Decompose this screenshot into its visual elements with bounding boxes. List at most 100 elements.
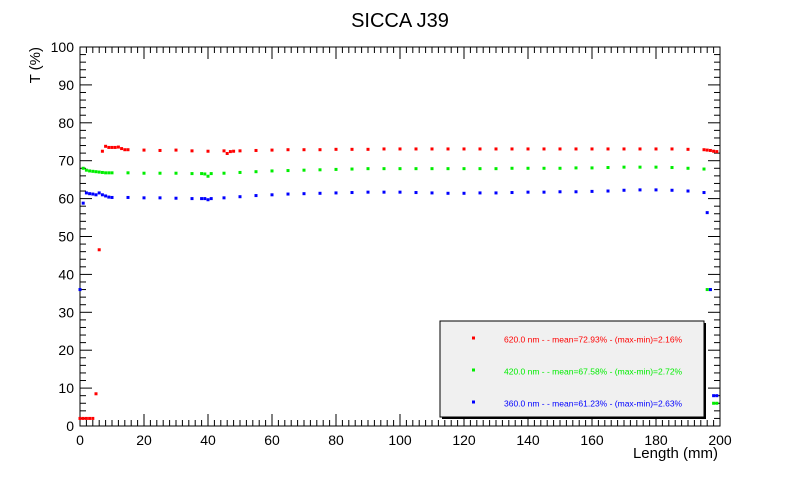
data-point xyxy=(558,147,562,151)
data-point xyxy=(222,149,226,153)
data-point xyxy=(97,248,101,252)
data-point xyxy=(88,416,92,420)
data-point xyxy=(590,147,594,151)
data-point xyxy=(206,174,210,178)
data-point xyxy=(107,195,111,199)
data-point xyxy=(286,148,290,152)
data-point xyxy=(107,171,111,175)
data-point xyxy=(110,195,114,199)
data-point xyxy=(478,191,482,195)
data-point xyxy=(334,147,338,151)
data-point xyxy=(84,416,88,420)
data-point xyxy=(203,172,207,176)
data-point xyxy=(670,188,674,192)
data-point xyxy=(708,148,712,152)
data-point xyxy=(478,167,482,171)
data-point xyxy=(670,166,674,170)
data-point xyxy=(206,198,210,202)
data-point xyxy=(350,167,354,171)
data-point xyxy=(366,147,370,151)
legend: 620.0 nm - - mean=72.93% - (max-min)=2.1… xyxy=(439,320,706,419)
data-point xyxy=(446,191,450,195)
y-axis-label: T (%) xyxy=(27,47,44,83)
legend-marker xyxy=(472,400,475,404)
data-point xyxy=(574,166,578,170)
data-point xyxy=(206,149,210,153)
data-point xyxy=(302,148,306,152)
data-point xyxy=(702,167,706,171)
x-tick-label: 100 xyxy=(388,432,412,448)
data-point xyxy=(366,190,370,194)
data-point xyxy=(84,191,88,195)
data-point xyxy=(715,394,719,398)
data-point xyxy=(430,167,434,171)
data-point xyxy=(222,196,226,200)
data-point xyxy=(174,196,178,200)
data-point xyxy=(382,167,386,171)
data-point xyxy=(462,191,466,195)
data-point xyxy=(686,189,690,193)
data-point xyxy=(158,171,162,175)
chart-title: SICCA J39 xyxy=(351,10,449,32)
data-point xyxy=(126,171,130,175)
legend-box xyxy=(439,320,705,418)
data-point xyxy=(110,145,114,149)
data-point xyxy=(414,191,418,195)
data-point xyxy=(318,191,322,195)
data-point xyxy=(123,148,127,152)
data-point xyxy=(88,192,92,196)
x-tick-label: 160 xyxy=(580,432,604,448)
data-point xyxy=(126,195,130,199)
data-point xyxy=(174,148,178,152)
data-point xyxy=(712,394,716,398)
data-point xyxy=(622,165,626,169)
data-point xyxy=(200,172,204,176)
x-tick-label: 180 xyxy=(644,432,668,448)
data-point xyxy=(712,149,716,153)
data-point xyxy=(494,147,498,151)
data-point xyxy=(510,191,514,195)
data-point xyxy=(81,416,85,420)
data-point xyxy=(254,170,258,174)
data-point xyxy=(286,192,290,196)
data-point xyxy=(654,188,658,192)
x-tick-label: 0 xyxy=(76,432,84,448)
data-point xyxy=(104,194,108,198)
data-point xyxy=(494,191,498,195)
data-point xyxy=(113,145,117,149)
data-point xyxy=(107,145,111,149)
data-point xyxy=(510,166,514,170)
x-tick-label: 60 xyxy=(264,432,280,448)
data-point xyxy=(100,170,104,174)
data-point xyxy=(174,171,178,175)
data-point xyxy=(606,189,610,193)
data-point xyxy=(350,191,354,195)
data-point xyxy=(81,166,85,170)
data-point xyxy=(286,169,290,173)
legend-label: 360.0 nm - - mean=61.23% - (max-min)=2.6… xyxy=(504,399,683,409)
data-point xyxy=(97,170,101,174)
plot-layer: 0 20 40 60 80 100 120 140 160 180 200 0 10 20 30 40 50 60… xyxy=(51,39,732,448)
data-point xyxy=(238,149,242,153)
data-point xyxy=(334,191,338,195)
data-point xyxy=(366,167,370,171)
data-point xyxy=(254,194,258,198)
data-point xyxy=(708,288,712,292)
data-point xyxy=(104,171,108,175)
data-point xyxy=(705,211,709,215)
data-point xyxy=(462,147,466,151)
data-point xyxy=(104,144,108,148)
data-point xyxy=(686,166,690,170)
data-point xyxy=(94,193,98,197)
data-point xyxy=(446,147,450,151)
data-point xyxy=(110,171,114,175)
data-point xyxy=(712,401,716,405)
data-point xyxy=(715,150,719,154)
data-point xyxy=(190,149,194,153)
data-point xyxy=(232,149,236,153)
data-point xyxy=(142,196,146,200)
data-point xyxy=(238,195,242,199)
y-tick-label: 50 xyxy=(58,229,74,245)
